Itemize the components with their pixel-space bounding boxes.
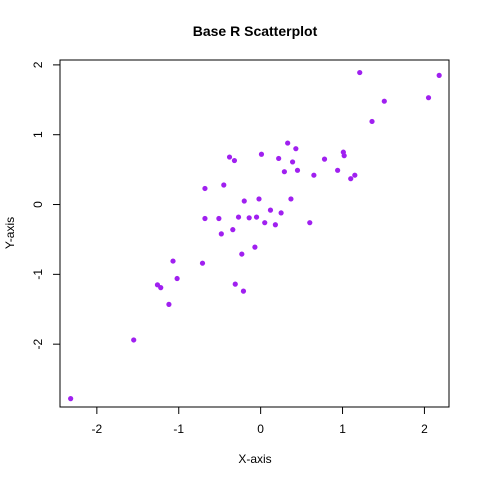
x-axis-label: X-axis (238, 452, 271, 466)
data-point (232, 281, 238, 287)
data-point (425, 95, 432, 101)
data-point (293, 146, 299, 152)
y-tick-label: 0 (31, 201, 45, 208)
data-point (199, 260, 206, 266)
y-tick-label: -2 (31, 339, 45, 350)
data-point (235, 214, 242, 220)
data-point (267, 207, 274, 213)
data-point (221, 182, 227, 188)
data-point (252, 244, 258, 250)
data-point (131, 337, 137, 343)
data-point (352, 172, 358, 178)
data-point (285, 140, 291, 146)
x-axis: -2 -1 0 1 2 (92, 407, 428, 436)
data-point (230, 227, 236, 233)
data-point (381, 98, 387, 104)
data-point (166, 301, 172, 307)
data-point (202, 185, 208, 192)
data-point (256, 196, 262, 202)
x-tick-label: -1 (173, 422, 184, 436)
data-point (307, 220, 313, 226)
data-point (294, 167, 301, 173)
data-point (68, 396, 74, 402)
data-point (158, 285, 164, 291)
data-point (231, 157, 238, 164)
x-tick-label: 1 (339, 422, 346, 436)
data-point (335, 167, 341, 173)
x-tick-label: 2 (421, 422, 428, 436)
data-point (246, 215, 252, 221)
data-point (272, 222, 278, 228)
y-axis-label: Y-axis (3, 217, 17, 249)
data-point (311, 172, 317, 178)
data-point (262, 220, 268, 226)
data-point (341, 153, 347, 159)
data-point (253, 214, 260, 220)
data-point (216, 215, 222, 222)
data-point (436, 72, 442, 78)
data-point (288, 196, 294, 202)
data-point (239, 251, 245, 257)
data-point (170, 258, 176, 264)
data-point (369, 118, 375, 125)
y-axis: -2 -1 0 1 2 (31, 61, 60, 349)
y-tick-label: 1 (31, 131, 45, 138)
y-tick-label: 2 (31, 61, 45, 68)
data-point (218, 231, 224, 237)
x-tick-label: 0 (257, 422, 264, 436)
data-point (321, 156, 328, 162)
x-tick-label: -2 (92, 422, 103, 436)
data-point (289, 159, 296, 165)
data-point (357, 69, 363, 76)
data-point (226, 154, 233, 160)
data-point (202, 215, 208, 222)
data-point (281, 169, 287, 175)
data-point (240, 288, 247, 294)
plot-frame (59, 59, 450, 408)
data-point (348, 176, 354, 182)
chart-title: Base R Scatterplot (193, 23, 318, 39)
data-point (278, 210, 284, 216)
data-point (258, 151, 265, 157)
data-points (68, 69, 442, 402)
y-tick-label: -1 (31, 269, 45, 280)
data-point (174, 275, 180, 282)
data-point (241, 198, 247, 204)
data-point (276, 155, 282, 162)
